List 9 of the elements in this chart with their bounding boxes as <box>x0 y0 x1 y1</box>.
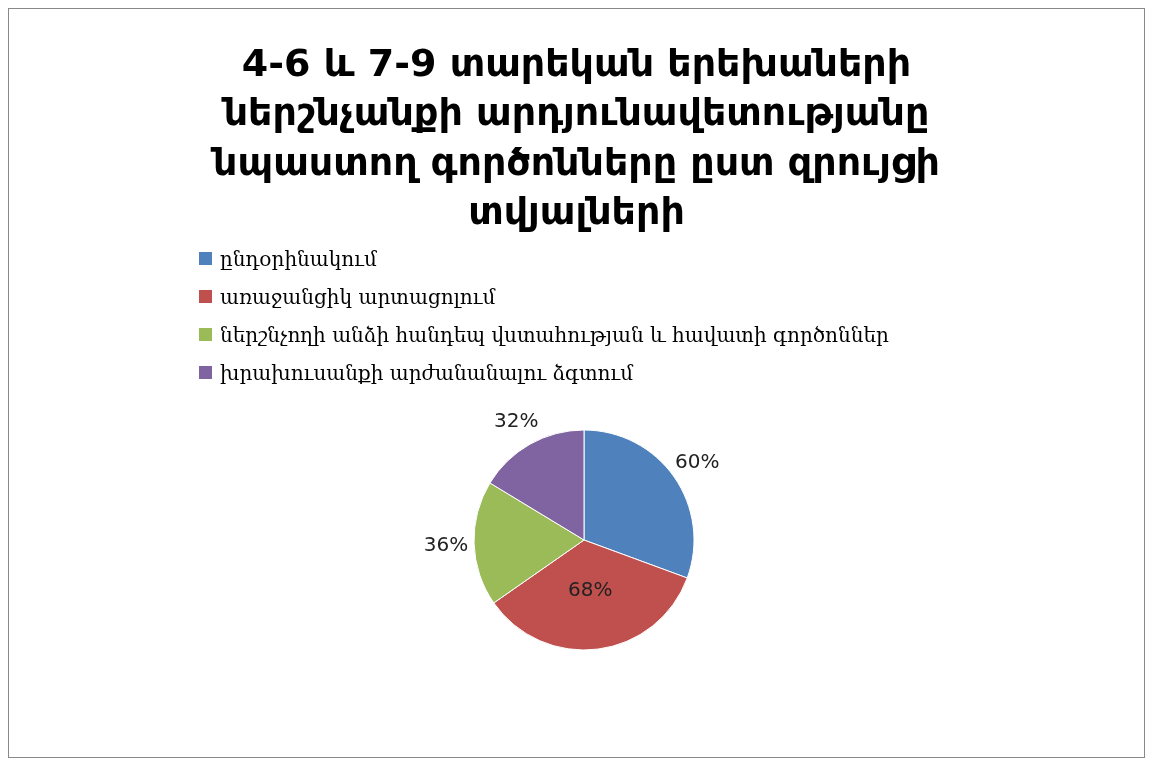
data-label: 32% <box>494 407 539 432</box>
data-label: 60% <box>674 448 720 473</box>
legend-label: խրախուսանքի արժանանալու ձգտում <box>220 360 634 385</box>
chart-title: 4-6 և 7-9 տարեկան երեխաների ներշնչանքի արդյունավետությանը նպաստող գործոնները ըստ զրույցի տվյալների <box>209 40 941 236</box>
legend-label: առաջանցիկ արտացոլում <box>220 284 496 309</box>
data-label: 68% <box>568 576 613 601</box>
legend-label: ընդօրինակում <box>220 246 377 271</box>
data-label: 36% <box>423 531 469 556</box>
legend-label: ներշնչողի անձի հանդեպ վստահության և հավատի գործոններ <box>220 322 889 347</box>
